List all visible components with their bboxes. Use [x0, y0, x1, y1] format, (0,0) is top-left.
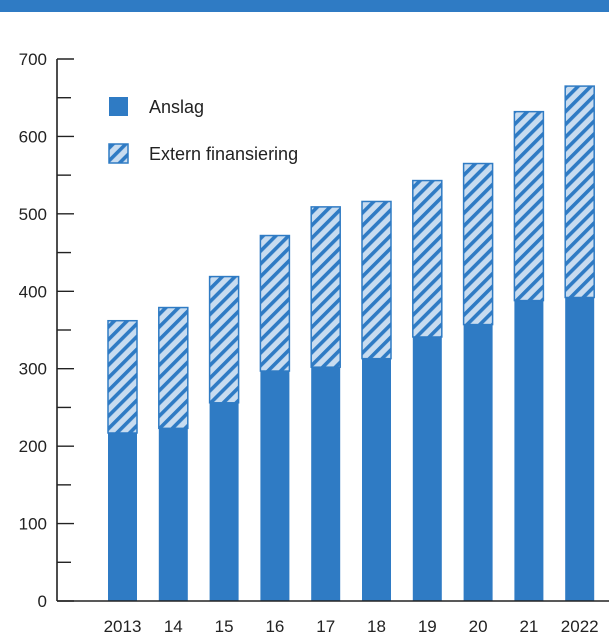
bar-anslag-2022 [565, 297, 595, 601]
bars-group [107, 85, 595, 601]
legend: Anslag Extern finansiering [108, 97, 298, 164]
y-axis: 0 100 200 300 400 500 600 700 [19, 50, 609, 611]
bar-extern-2013 [107, 319, 138, 434]
bar-extern-2022 [564, 85, 595, 299]
legend-label-anslag: Anslag [149, 97, 204, 117]
y-tick-label-500: 500 [19, 205, 47, 224]
y-tick-label-300: 300 [19, 360, 47, 379]
bar-anslag-2013 [108, 432, 137, 601]
bar-anslag-18 [362, 358, 391, 601]
bar-anslag-19 [412, 336, 442, 601]
bar-extern-14 [158, 306, 189, 430]
y-tick-label-100: 100 [19, 515, 47, 534]
bar-anslag-14 [158, 428, 188, 601]
x-tick-label-21: 21 [519, 617, 538, 635]
bar-anslag-15 [209, 402, 239, 601]
bar-extern-18 [361, 200, 392, 360]
y-tick-label-0: 0 [38, 592, 47, 611]
bar-extern-21 [513, 110, 545, 302]
bar-anslag-16 [260, 371, 290, 601]
x-tick-label-2013: 2013 [104, 617, 142, 635]
x-tick-label-19: 19 [418, 617, 437, 635]
legend-label-extern: Extern finansiering [149, 144, 298, 164]
bar-extern-20 [462, 162, 494, 326]
bar-extern-15 [208, 275, 240, 404]
bar-extern-19 [412, 179, 443, 338]
x-tick-label-18: 18 [367, 617, 386, 635]
bar-anslag-17 [311, 367, 341, 601]
x-tick-label-16: 16 [265, 617, 284, 635]
x-tick-label-17: 17 [316, 617, 335, 635]
legend-swatch-extern [108, 143, 129, 164]
legend-swatch-anslag [109, 97, 128, 116]
x-tick-label-15: 15 [215, 617, 234, 635]
x-axis-labels: 2013 14 15 16 17 18 19 20 21 2022 [104, 617, 599, 635]
bar-anslag-21 [514, 300, 544, 601]
bar-anslag-20 [463, 324, 493, 601]
y-tick-label-200: 200 [19, 437, 47, 456]
x-tick-label-14: 14 [164, 617, 183, 635]
bar-extern-16 [259, 234, 291, 372]
header-banner [0, 0, 609, 12]
y-tick-label-400: 400 [19, 282, 47, 301]
x-tick-label-20: 20 [469, 617, 488, 635]
x-tick-label-2022: 2022 [561, 617, 599, 635]
bar-extern-17 [310, 206, 341, 368]
y-tick-label-600: 600 [19, 127, 47, 146]
y-tick-label-700: 700 [19, 50, 47, 69]
